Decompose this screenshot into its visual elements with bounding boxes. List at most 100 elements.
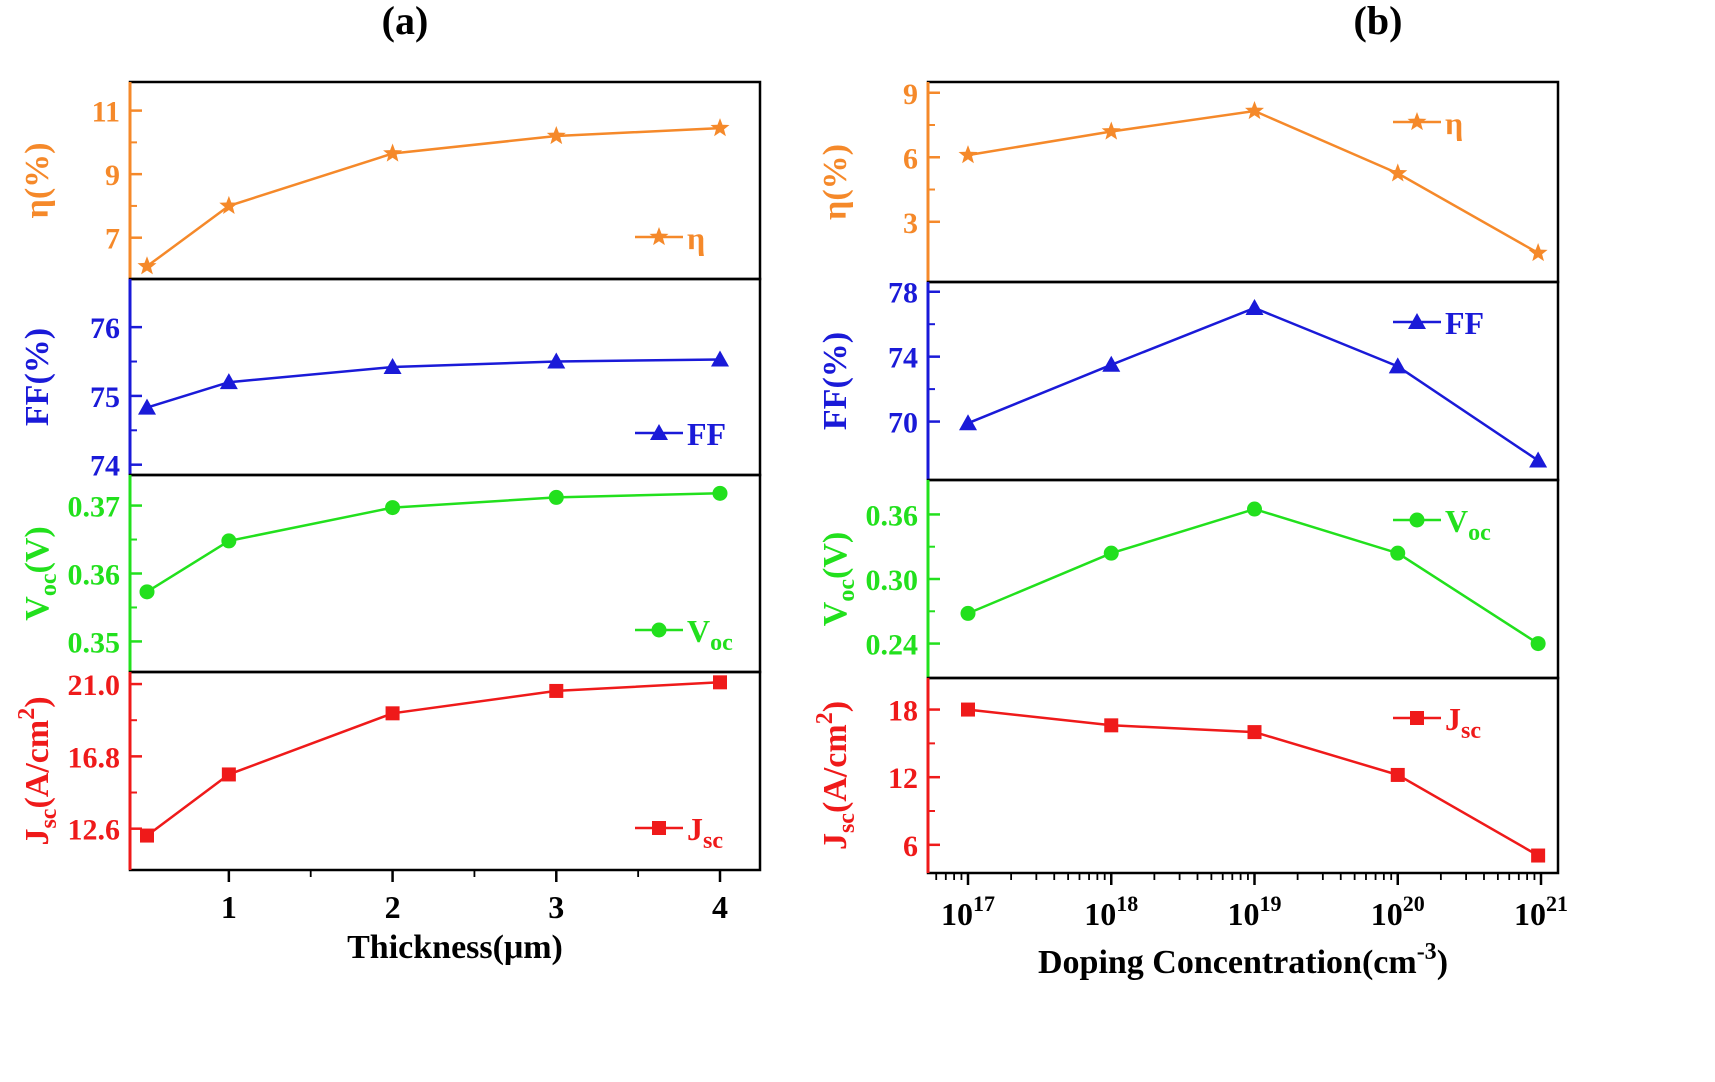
data-point-ff [219, 373, 238, 390]
data-point-ff [1529, 451, 1548, 468]
data-point-ff [1102, 355, 1121, 372]
y-tick-label-ff: 78 [888, 277, 918, 310]
data-point-voc [385, 500, 401, 516]
data-point-ff [138, 398, 156, 415]
y-tick-label-jsc: 18 [888, 695, 918, 728]
legend-label-eta: η [1445, 105, 1463, 141]
legend-voc: Voc [635, 613, 733, 656]
panel-frame-ff [128, 277, 762, 477]
x-axis-label: Doping Concentration(cm-3) [1038, 939, 1448, 981]
y-tick-label-voc: 0.36 [866, 499, 919, 532]
legend-label-ff: FF [1445, 305, 1484, 341]
figure-label-a: (a) [382, 0, 429, 43]
data-point-jsc [961, 702, 975, 717]
data-point-eta [137, 256, 157, 275]
data-point-jsc [549, 683, 564, 698]
panel-frame-eta [128, 80, 762, 281]
legend-jsc: Jsc [1393, 701, 1481, 744]
y-tick-label-jsc: 12.6 [68, 814, 121, 847]
legend-marker-voc [1409, 512, 1425, 528]
data-point-ff [547, 352, 566, 369]
y-tick-label-eta: 9 [105, 159, 120, 192]
panel-b-ff: 70 74 78 FF(%) FF [817, 277, 1560, 482]
data-point-eta [383, 143, 403, 162]
y-tick-label-jsc: 21.0 [68, 669, 121, 702]
y-tick-label-ff: 70 [888, 407, 918, 440]
series-line-jsc [146, 681, 721, 837]
y-tick-label-voc: 0.35 [68, 626, 121, 659]
data-point-eta [219, 195, 239, 214]
panel-b-eta: 3 6 9 η(%) η [817, 78, 1560, 284]
series-line-eta [146, 126, 721, 268]
legend-label-voc: Voc [687, 613, 733, 656]
legend-marker-jsc [1410, 711, 1424, 725]
y-tick-label-voc: 0.30 [866, 564, 919, 597]
x-tick-label: 4 [712, 889, 728, 925]
legend-marker-eta [649, 227, 669, 246]
x-tick-label: 1019 [1228, 891, 1282, 932]
y-tick-label-ff: 74 [888, 342, 918, 375]
panel-a-eta: 7 9 11 η(%) η [19, 80, 762, 281]
data-point-jsc [140, 828, 154, 843]
data-point-jsc [221, 767, 236, 782]
data-point-jsc [1531, 848, 1546, 863]
y-label-jsc: Jsc(A/cm2) [812, 701, 860, 850]
x-tick-label: 1021 [1514, 891, 1568, 932]
y-label-ff: FF(%) [19, 328, 56, 426]
data-point-ff [959, 414, 977, 431]
data-point-voc [1390, 545, 1406, 561]
data-point-eta [1528, 243, 1548, 262]
legend-label-voc: Voc [1445, 503, 1491, 546]
data-point-ff [1245, 298, 1264, 315]
data-point-eta [958, 145, 978, 164]
y-tick-label-jsc: 6 [903, 830, 918, 863]
panel-b-jsc: 6 12 18 Jsc(A/cm2) Jsc [812, 676, 1560, 875]
y-label-voc: Voc(V) [817, 532, 860, 626]
data-point-voc [1530, 636, 1546, 652]
data-point-jsc [713, 675, 727, 690]
y-tick-label-eta: 9 [903, 78, 918, 111]
legend-eta: η [635, 220, 705, 256]
y-tick-label-eta: 6 [903, 142, 918, 175]
y-tick-label-jsc: 12 [888, 762, 918, 795]
y-tick-label-ff: 74 [90, 450, 120, 483]
y-tick-label-eta: 3 [903, 207, 918, 240]
data-point-eta [1245, 101, 1264, 120]
legend-marker-ff [1408, 313, 1426, 329]
y-tick-label-eta: 7 [105, 223, 120, 256]
data-point-voc [960, 605, 976, 621]
x-tick-label: 1018 [1084, 891, 1138, 932]
y-label-jsc: Jsc(A/cm2) [14, 696, 62, 845]
y-tick-label-voc: 0.24 [866, 629, 919, 662]
data-point-jsc [385, 706, 400, 721]
panel-a-ff: 74 75 76 FF(%) FF [19, 277, 762, 483]
data-point-voc [712, 485, 728, 501]
legend-marker-eta [1407, 112, 1427, 131]
x-axis-a: 1 2 3 4 Thickness(μm) [221, 870, 728, 966]
chart-a-thickness: 7 9 11 η(%) η 74 75 76 FF(%) FF 0.35 0.36 0.37Voc(V)… [14, 80, 762, 966]
legend-ff: FF [635, 416, 726, 452]
data-point-voc [548, 489, 564, 505]
data-point-ff [711, 350, 729, 367]
data-point-eta [1388, 163, 1408, 182]
legend-label-eta: η [687, 220, 705, 256]
x-tick-label: 3 [548, 889, 564, 925]
y-tick-label-ff: 75 [90, 381, 120, 414]
x-tick-label: 1 [221, 889, 237, 925]
y-label-ff: FF(%) [817, 332, 854, 430]
y-label-voc: Voc(V) [19, 526, 62, 620]
y-tick-label-voc: 0.37 [68, 491, 121, 524]
data-point-voc [1103, 545, 1119, 561]
legend-voc: Voc [1393, 503, 1491, 546]
data-point-ff [1388, 357, 1407, 374]
legend-label-jsc: Jsc [1445, 701, 1481, 744]
x-tick-label: 2 [385, 889, 401, 925]
x-axis-b: 1017 1018 1019 1020 1021 Doping Concentration… [935, 873, 1568, 981]
legend-marker-voc [651, 622, 667, 638]
legend-marker-jsc [652, 821, 666, 835]
data-point-ff [383, 358, 402, 375]
